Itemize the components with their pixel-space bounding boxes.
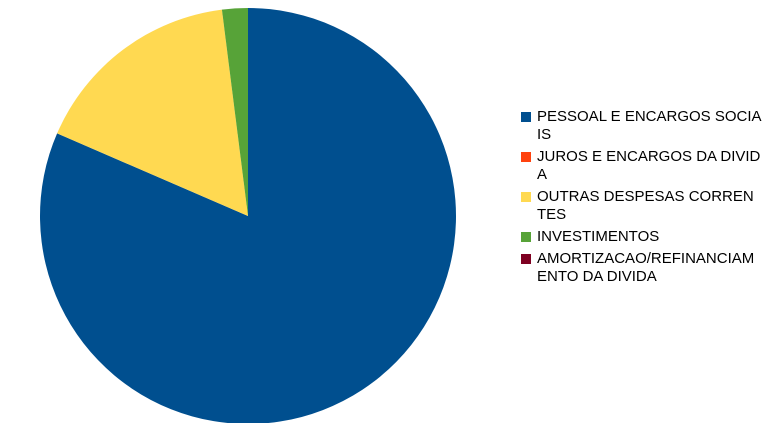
legend-label: JUROS E ENCARGOS DA DIVIDA <box>537 148 761 183</box>
legend-label: AMORTIZACAO/REFINANCIAMENTO DA DIVIDA <box>537 250 755 285</box>
legend-swatch <box>521 254 531 264</box>
legend-swatch <box>521 192 531 202</box>
legend-swatch <box>521 112 531 122</box>
legend-item: JUROS E ENCARGOS DA DIVIDA <box>521 148 771 184</box>
legend-swatch <box>521 232 531 242</box>
pie-slice-2 <box>57 9 248 217</box>
legend-item: AMORTIZACAO/REFINANCIAMENTO DA DIVIDA <box>521 250 771 286</box>
legend-item: PESSOAL E ENCARGOS SOCIAIS <box>521 108 771 144</box>
legend-label: INVESTIMENTOS <box>537 228 660 245</box>
legend-label: PESSOAL E ENCARGOS SOCIAIS <box>537 108 762 143</box>
pie-slices <box>40 8 456 423</box>
legend-item: OUTRAS DESPESAS CORRENTES <box>521 188 771 224</box>
pie-slice-0 <box>40 8 456 423</box>
legend-label: OUTRAS DESPESAS CORRENTES <box>537 188 754 223</box>
legend-swatch <box>521 152 531 162</box>
pie-slice-3 <box>221 8 248 216</box>
legend: PESSOAL E ENCARGOS SOCIAIS JUROS E ENCARG… <box>521 108 771 290</box>
legend-item: INVESTIMENTOS <box>521 228 771 246</box>
